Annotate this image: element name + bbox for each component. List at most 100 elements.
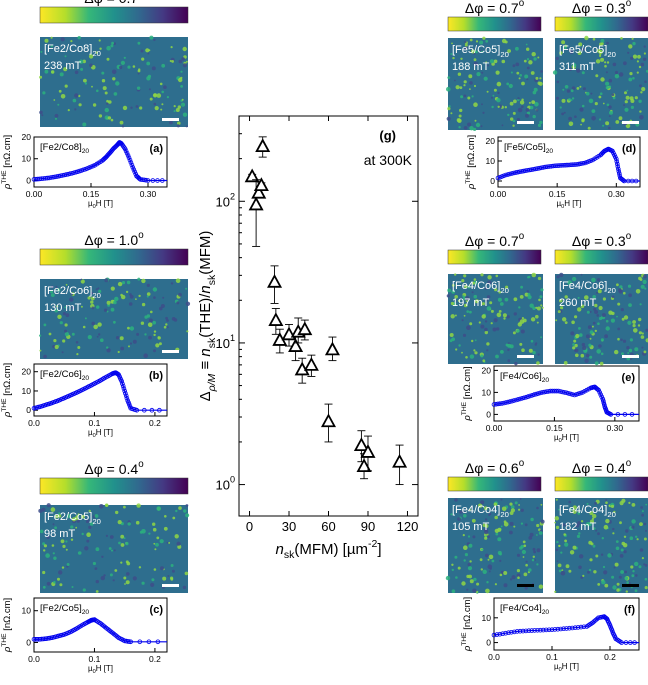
right-panel-3-plot-point <box>532 628 537 633</box>
left-panel-2-mfm-spot <box>170 282 174 285</box>
right-panel-2-mfm-1-spot <box>617 337 620 341</box>
left-panel-1-plot-xtick-label: 0.30 <box>140 189 157 199</box>
left-panel-3-mfm-spot <box>120 543 125 547</box>
right-panel-3-plot-xlabel-part: H [T] <box>562 662 579 671</box>
left-panel-3-mfm-spot <box>182 585 187 590</box>
right-panel-2-plot-point <box>599 394 604 400</box>
right-panel-2-mfm-0-spot <box>531 272 537 278</box>
left-panel-2-mfm-spot <box>43 323 47 327</box>
right-panel-3-mfm-1-spot <box>643 537 647 541</box>
left-panel-1-plot-ylabel-part: [nΩ.cm] <box>2 135 13 171</box>
left-panel-2-mfm-spot <box>90 292 93 295</box>
left-panel-2-mfm-spot <box>90 296 95 301</box>
left-panel-3-mfm-scalebar <box>162 584 179 587</box>
left-panel-3-mfm-spot <box>86 532 91 537</box>
right-panel-3-1-delta: Δφ = 0.4o <box>572 458 632 476</box>
right-panel-3-plot-point <box>575 625 581 630</box>
main-ytick-label-part: 2 <box>230 191 235 201</box>
right-panel-2-mfm-0-spot <box>521 348 525 353</box>
right-panel-2-mfm-1-spot <box>623 315 629 320</box>
left-panel-2-plot-ytick-label: 20 <box>22 367 32 377</box>
right-panel-2-mfm-1-spot <box>586 310 590 314</box>
right-panel-1-mfm-0-spot <box>507 113 510 117</box>
right-panel-1-plot-panel-letter: (d) <box>622 143 636 155</box>
left-panel-1-mfm-spot <box>181 98 184 101</box>
left-panel-1-mfm-spot <box>177 105 181 109</box>
right-panel-2-mfm-1-spot <box>642 279 647 285</box>
left-panel-1-mfm-spot <box>64 84 68 88</box>
right-panel-2-mfm-0-spot <box>506 315 510 319</box>
right-panel-2-mfm-0-spot <box>528 348 533 353</box>
left-panel-2-mfm-spot <box>185 287 188 290</box>
right-panel-2-mfm-1-spot <box>605 319 609 323</box>
right-panel-3-mfm-1-spot <box>601 580 606 585</box>
right-panel-1-mfm-1-spot <box>639 84 642 88</box>
right-panel-1-mfm-1-spot <box>581 71 585 75</box>
left-panel-1-mfm-label: [Fe2/Co8]20 <box>44 43 101 58</box>
right-panel-1-mfm-0-spot <box>463 84 466 87</box>
left-panel-3-mfm-spot <box>171 569 175 573</box>
left-panel-1-mfm-spot <box>181 57 185 61</box>
right-panel-1-mfm-1-spot <box>638 65 642 69</box>
left-panel-1-plot-point <box>150 178 156 183</box>
left-panel-1-mfm-spot <box>101 79 106 83</box>
right-panel-2-mfm-0-spot <box>487 280 492 285</box>
right-panel-3-mfm-1-spot <box>572 545 577 550</box>
right-panel-1-mfm-0-spot <box>528 101 531 104</box>
left-panel-1-mfm-spot <box>153 38 156 42</box>
main-ylabel-part: (MFM) <box>197 231 214 275</box>
left-panel-3-plot-frame <box>33 597 168 653</box>
left-panel-1-mfm-spot <box>185 125 188 128</box>
right-panel-3-mfm-0-spot <box>500 498 503 501</box>
left-panel-2-mfm-spot <box>125 290 129 294</box>
right-panel-1-plot-ylabel-part: [nΩ.cm] <box>466 135 477 171</box>
right-panel-1-mfm-0-spot <box>525 43 528 46</box>
left-panel-3-mfm-spot <box>95 590 99 593</box>
left-panel-3-mfm-spot <box>39 529 44 534</box>
right-panel-3-mfm-1-spot <box>613 510 616 514</box>
right-panel-2-mfm-0-spot <box>463 314 466 317</box>
right-panel-1-mfm-1-spot <box>623 104 626 107</box>
right-panel-3-mfm-0-spot <box>524 523 528 527</box>
right-panel-3-plot-point <box>503 630 508 636</box>
left-panel-1-mfm-spot <box>173 105 176 108</box>
right-panel-2-mfm-0-spot <box>513 297 518 302</box>
right-panel-3-mfm-1-spot <box>640 506 643 509</box>
right-panel-1-mfm-0-spot <box>475 122 481 128</box>
left-panel-3-plot-point <box>146 639 152 645</box>
right-panel-2-mfm-1-spot <box>641 346 644 349</box>
right-panel-3-mfm-1-spot <box>628 501 631 504</box>
right-panel-1-plot-xlabel-part: 0 <box>561 204 564 210</box>
right-panel-3-mfm-1-spot <box>621 541 626 546</box>
right-panel-3-plot-point <box>520 628 526 634</box>
left-panel-2-mfm-spot <box>159 306 163 311</box>
right-panel-2-mfm-1-spot <box>641 332 644 335</box>
right-panel-2-mfm-0-spot <box>484 327 488 332</box>
right-panel-2-mfm-1-spot <box>582 345 587 351</box>
left-panel-2-mfm-spot <box>144 333 147 336</box>
right-panel-2-mfm-0-spot <box>529 303 534 308</box>
left-panel-2-mfm-spot <box>176 301 180 305</box>
left-panel-1-mfm-spot <box>64 55 67 58</box>
left-panel-2-mfm-spot <box>50 285 54 289</box>
left-panel-3-mfm-spot <box>100 575 106 581</box>
right-panel-2-mfm-0-spot <box>519 342 523 346</box>
left-panel-2-mfm-spot <box>175 278 181 284</box>
right-panel-3-mfm-0-spot <box>536 506 539 510</box>
left-panel-1-mfm-spot <box>106 45 111 51</box>
right-panel-3-plot-point <box>558 626 563 632</box>
left-panel-3-mfm-spot <box>138 566 142 569</box>
left-panel-3-mfm-spot <box>154 548 157 551</box>
left-panel-2-plot-xlabel-part: H [T] <box>96 428 113 437</box>
right-panel-2-mfm-1-spot <box>571 320 575 325</box>
right-panel-3-mfm-0-field: 105 mT <box>452 521 490 533</box>
left-panel-1-mfm-spot <box>70 40 73 43</box>
left-panel-2-mfm-spot <box>106 346 109 349</box>
right-panel-2-mfm-0-spot <box>520 329 525 334</box>
right-panel-2-1-delta-part: Δφ = 0.3 <box>572 233 626 249</box>
right-panel-2-mfm-0-spot <box>514 361 518 366</box>
left-panel-2-mfm-spot <box>104 278 109 283</box>
main-data-point <box>253 177 269 192</box>
right-panel-2-mfm-0-spot <box>536 361 540 365</box>
left-panel-1-mfm-spot <box>169 60 172 62</box>
